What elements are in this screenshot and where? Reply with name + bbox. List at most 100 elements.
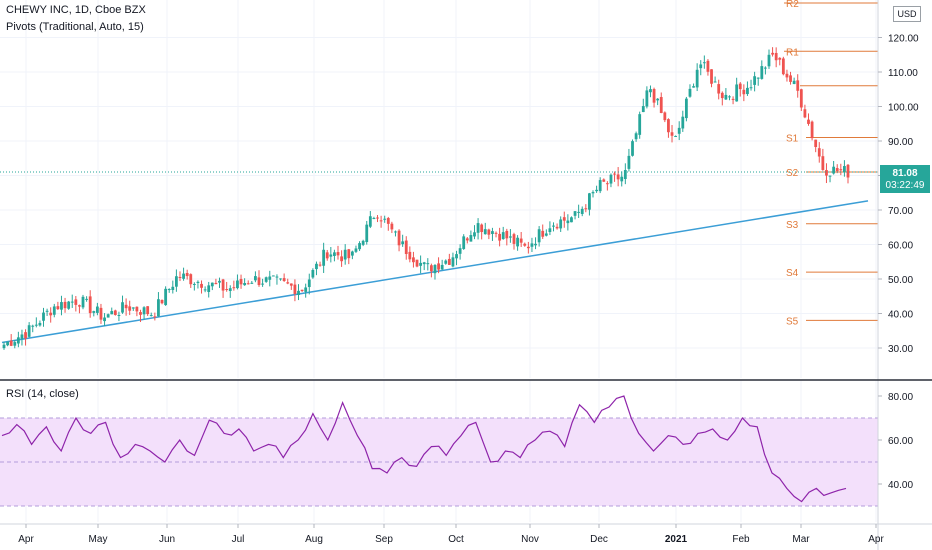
candle-body [440,264,444,270]
pivot-label: S4 [786,268,799,279]
candle-body [350,251,354,256]
candle-body [329,254,333,257]
candle-body [45,310,49,312]
candle-body [426,263,430,265]
candle-body [401,241,405,245]
time-tick-label: Aug [305,534,323,545]
candle-body [131,307,135,309]
candle-body [275,276,279,278]
candle-body [146,306,150,315]
rsi-panel [0,395,878,507]
candle-body [67,301,71,309]
candle-body [681,116,685,129]
candle-body [419,262,423,266]
candle-body [49,312,53,316]
candle-body [706,60,710,72]
candle-body [261,283,264,285]
candle-body [602,179,606,182]
candle-body [447,258,451,265]
candle-body [124,304,128,309]
price-tick-label: 120.00 [888,34,919,45]
candle-body [720,92,724,99]
candle-body [483,229,487,235]
candle-body [498,233,502,241]
candle-body [56,306,60,310]
candle-body [429,265,433,272]
candle-body [537,229,541,243]
candle-body [103,317,106,322]
candle-body [6,341,9,346]
candle-body [95,306,99,313]
candle-body [390,223,394,230]
candle-body [297,290,300,295]
candle-body [774,52,778,61]
candle-body [271,275,275,277]
rsi-band [0,418,878,506]
candle-body [325,252,329,259]
candle-body [60,302,63,310]
candle-body [110,311,114,315]
candle-body [789,75,792,82]
candle-body [756,77,760,79]
price-tick-label: 60.00 [888,241,913,252]
pivot-label: S5 [786,316,799,327]
candle-body [480,224,484,233]
time-tick-label: Sep [375,534,393,545]
candle-body [641,106,645,113]
candle-body [595,189,598,192]
candle-body [376,217,379,219]
pivots-indicator-label[interactable]: Pivots (Traditional, Auto, 15) [6,21,144,33]
candle-body [760,66,764,79]
candle-body [289,283,293,286]
candle-body [254,276,257,281]
candle-body [702,62,706,64]
price-tick-label: 50.00 [888,275,913,286]
candle-body [659,97,663,113]
candle-body [358,243,361,250]
candle-body [207,285,211,292]
time-tick-label: Mar [792,534,810,545]
candle-body [20,334,24,339]
candle-body [397,230,401,246]
candle-body [121,302,124,313]
time-tick-label: Jun [159,534,175,545]
candle-body [257,277,261,286]
candle-body [746,87,749,95]
currency-badge[interactable]: USD [893,6,921,22]
candle-body [34,324,38,326]
candle-body [13,342,17,346]
candle-body [422,262,426,265]
candle-body [379,220,383,222]
last-price-tag: 81.08 03:22:49 [880,165,930,193]
time-tick-label: Apr [868,534,884,545]
candle-body [203,289,207,291]
price-tick-label: 30.00 [888,344,913,355]
candle-body [465,238,469,241]
candle-body [117,314,121,316]
candle-body [368,216,372,227]
rsi-line [1,395,847,503]
candle-body [433,264,437,274]
candle-body [340,256,343,262]
candle-body [412,257,415,263]
candle-body [286,282,290,284]
candle-body [631,141,634,156]
candle-body [38,322,42,326]
candle-body [268,276,272,280]
time-tick-label: 2021 [665,534,688,545]
candle-body [113,310,117,315]
rsi-indicator-label[interactable]: RSI (14, close) [6,388,79,400]
candle-body [749,87,753,89]
candle-body [667,119,670,133]
candle-body [476,223,480,233]
price-tick-label: 100.00 [888,103,919,114]
candle-body [817,148,821,157]
candle-body [598,180,602,192]
candle-body [304,287,308,292]
candle-body [336,252,340,256]
candle-body [318,264,322,266]
candle-body [634,133,638,140]
candle-body [458,248,462,254]
candle-body [174,276,178,287]
